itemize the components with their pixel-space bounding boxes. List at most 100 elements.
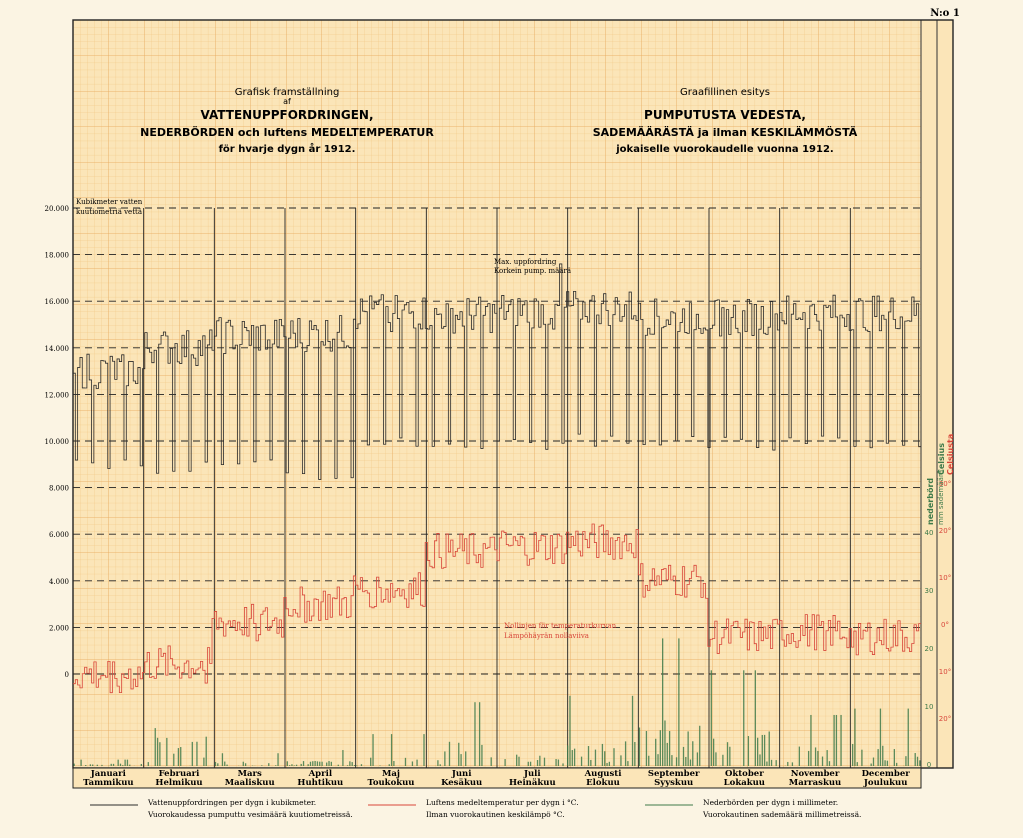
precip-bar [261,765,263,766]
precip-bar [319,761,321,766]
precip-bar [173,753,175,766]
precip-bar [119,763,122,766]
precip-bar [814,747,817,766]
precip-bar [448,741,451,766]
legend-label-fi: Vuorokautinen sademäärä millimetreissä. [702,810,861,819]
precip-bar [529,761,532,766]
month-label-fi: Toukokuu [367,778,414,788]
precip-tick-label: 30 [925,587,934,595]
precip-bar [601,743,604,766]
precip-bar [712,738,715,766]
precip-bar [856,762,858,766]
precip-bar [191,741,193,766]
precip-bar [356,765,358,766]
precip-bar [682,746,685,766]
precip-bar [645,731,648,766]
precip-bar [416,759,418,766]
precip-bar [221,753,224,766]
month-label-fi: Elokuu [586,778,620,788]
precip-bar [307,764,309,766]
precip-bar [604,751,606,766]
title-sv-line3: VATTENUPPFORDRINGEN, [200,108,373,122]
precip-bar [882,745,884,766]
precip-bar [379,765,381,766]
precip-bar [631,695,634,766]
precip-bar [821,756,824,766]
series-temperature [73,523,921,694]
title-fi-line2: PUMPUTUSTA VEDESTA, [644,108,806,122]
precip-bar [286,761,288,766]
precip-bar [439,764,441,766]
precip-bar [390,734,393,766]
series-water [73,263,921,480]
precip-bar [775,760,777,766]
water-tick-label: 12.000 [45,391,70,399]
precip-bar [810,714,812,766]
precip-bar [321,761,323,766]
precip-bar [594,749,597,766]
precip-bar [110,763,112,766]
temp-label-sv: Celsius [937,443,946,475]
precip-bar [268,763,270,766]
sheet-number: N:o 1 [930,8,960,19]
precip-bar [516,754,518,766]
month-label-sv: Januari [90,769,127,779]
month-label-fi: Huhtikuu [297,778,343,788]
temp-tick-label: 20° [939,527,951,535]
precip-bar [620,755,622,766]
precip-bar [224,761,226,766]
precip-bar [117,759,119,766]
precip-bar [122,765,124,766]
precip-bar [302,761,305,766]
precip-bar [606,762,608,766]
precip-bar [291,764,293,766]
precip-bar [761,734,763,766]
precip-bar [147,762,149,766]
precip-bar [634,742,636,766]
water-tick-label: 18.000 [45,252,70,260]
precip-bar [96,764,98,766]
precip-bar [124,759,126,766]
precip-bar [154,728,156,766]
precip-scale-band [920,19,938,769]
title-sv-line4: NEDERBÖRDEN och luftens MEDELTEMPERATUR [140,125,434,139]
title-sv-line2: af [283,97,291,106]
precip-bar [423,734,425,766]
precip-bar [879,708,882,766]
month-label-fi: Maaliskuu [225,778,275,788]
precip-bar [726,742,729,766]
precip-bar [696,752,699,766]
precip-bar [277,753,279,766]
precip-bar [112,763,115,766]
precip-bar [562,763,564,766]
precip-bar [393,761,395,766]
month-label-fi: Kesäkuu [441,777,482,788]
precip-bar [518,756,520,766]
precip-bar [692,741,694,766]
precip-bar [722,754,724,766]
precip-bar [851,743,854,766]
precip-bar [807,750,810,766]
precip-bar [346,765,349,766]
precip-bar [89,764,92,766]
temp-tick-label: 20° [939,715,951,723]
max-label-fi: Korkein pump. määrä [494,267,571,275]
precip-bar [919,760,921,766]
legend-label-fi: Vuorokaudessa pumputtu vesimäärä kuutiom… [147,810,353,819]
precip-bar [662,638,664,766]
precip-bar [351,762,353,766]
ylabel-sv: Kubikmeter vatten [76,198,143,206]
precip-bar [668,731,671,766]
month-label-sv: Februari [159,769,201,779]
water-tick-label: 10.000 [45,438,70,446]
precip-bar [870,763,872,766]
legend-label-fi: Ilman vuorokautinen keskilämpö °C. [426,810,565,819]
precip-bar [877,749,879,766]
precip-bar [648,755,650,766]
precip-bar [671,755,673,766]
precip-bar [539,755,541,766]
precip-bar [678,638,680,766]
precip-bar [543,757,546,766]
precip-bar [465,751,467,766]
precip-bar [756,737,759,766]
